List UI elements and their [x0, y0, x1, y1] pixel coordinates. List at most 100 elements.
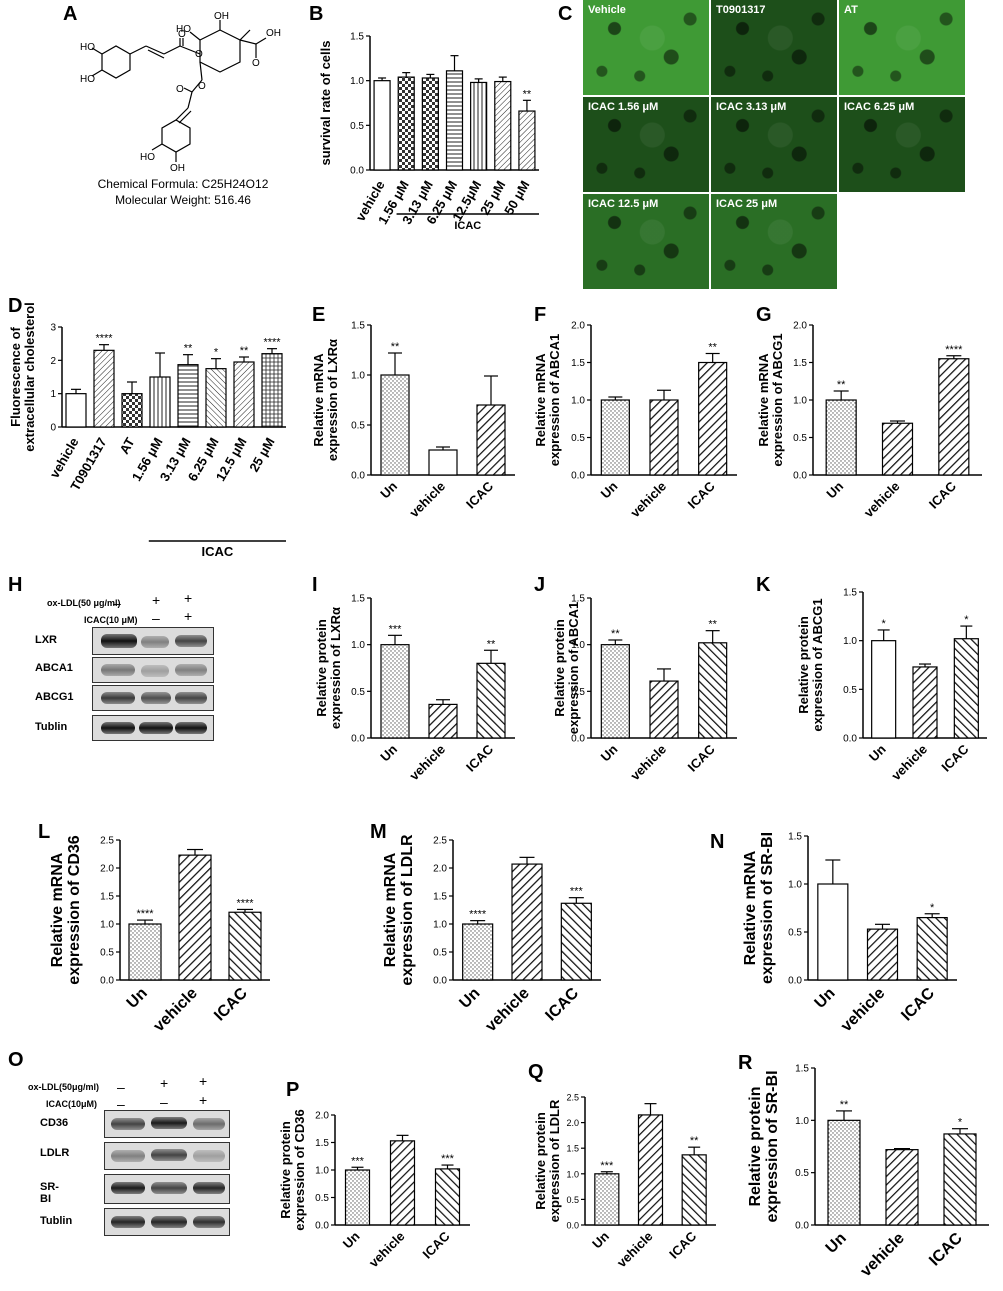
chart-m-bar [560, 902, 592, 981]
atom-oh-3: OH [170, 163, 185, 172]
atom-o-5: O [176, 84, 184, 95]
chart-n-bar [916, 916, 948, 981]
chart-r-x-label: ICAC [926, 1229, 966, 1269]
chart-e-y-tick-label: 0.5 [351, 421, 365, 432]
chart-k-y-tick-label: 0.0 [843, 734, 857, 745]
chart-d-bar [93, 349, 115, 428]
microscopy-tile: T0901317 [711, 0, 837, 95]
chart-r-x-label: vehicle [857, 1230, 907, 1280]
chart-m-x-label: vehicle [482, 985, 532, 1035]
blot-o-treatment-2: ICAC(10μM) [46, 1099, 98, 1109]
chart-p-x-label: vehicle [366, 1229, 408, 1271]
chart-g-x-label: ICAC [926, 478, 960, 512]
chart-i-y-tick-label: 1.0 [351, 640, 365, 651]
chart-p-x-label: ICAC [420, 1228, 454, 1262]
chart-b-bar [494, 80, 512, 171]
chart-l-y-tick-label: 0.0 [100, 976, 114, 987]
chart-l-y-tick-label: 1.5 [100, 892, 114, 903]
chart-e-y-tick-label: 1.5 [351, 321, 365, 332]
chart-d-significance: ** [184, 343, 193, 355]
atom-o-2: O [178, 29, 186, 40]
chart-b-y-tick-label: 0.5 [350, 121, 364, 132]
chart-e-significance: ** [391, 341, 400, 353]
chart-f-y-tick-label: 0.0 [571, 471, 585, 482]
chart-g-bar [938, 358, 970, 476]
microscopy-tile: AT [839, 0, 965, 95]
chart-r-y-label: Relative protein [747, 1086, 764, 1206]
chart-i-bar [380, 644, 410, 739]
chart-k-y-tick-label: 0.5 [843, 685, 857, 696]
chart-b-bar [470, 81, 488, 171]
chart-d-bar [205, 368, 227, 428]
chart-n-y-tick-label: 1.0 [788, 880, 802, 891]
chart-b-bar [373, 80, 391, 171]
panel-letter-d: D [8, 295, 23, 317]
chart-q-significance: *** [600, 1160, 614, 1172]
blot-h-lxr-strip [92, 627, 214, 655]
chart-b-bar [421, 77, 439, 171]
chart-e-bar [476, 404, 506, 476]
microscopy-tile-label: T0901317 [716, 4, 766, 16]
chart-n-y-tick-label: 0.5 [788, 928, 802, 939]
blot-h-abcg1-strip [92, 685, 214, 711]
chart-b-significance: ** [523, 88, 532, 100]
chart-l-y-tick-label: 2.5 [100, 836, 114, 847]
chart-l-y-label: expression of CD36 [66, 835, 83, 984]
blot-h-treatment-1: ox-LDL(50 μg/ml) [47, 598, 121, 608]
chart-l-significance: **** [236, 897, 254, 909]
blot-h-tublin-strip [92, 715, 214, 741]
chart-f-y-label: expression of ABCA1 [547, 334, 562, 466]
chart-d-y-tick-label: 1 [50, 389, 56, 400]
chart-d-bar [121, 393, 143, 428]
chart-e-y-label: expression of LXRα [325, 339, 340, 461]
chart-g-y-tick-label: 2.0 [793, 321, 807, 332]
panel-letter-l: L [38, 821, 51, 843]
microscopy-tile-label: ICAC 1.56 μM [588, 101, 659, 113]
chart-l-bar [178, 854, 212, 981]
atom-o-3: O [252, 58, 260, 69]
blot-h-abca1-strip [92, 657, 214, 683]
chart-l-x-label: Un [124, 985, 151, 1012]
panel-letter-a: A [63, 3, 78, 25]
chart-f-bar [600, 399, 630, 476]
panel-letter-g: G [756, 304, 772, 326]
chart-j-bar [600, 644, 630, 739]
chart-b-bar [397, 76, 415, 171]
chart-d-group-label: ICAC [202, 544, 234, 559]
microscopy-tile-label: AT [844, 4, 858, 16]
chart-j-significance: ** [708, 619, 717, 631]
chart-q-significance: ** [690, 1135, 699, 1147]
chart-p-y-tick-label: 2.0 [315, 1111, 329, 1122]
blot-o-sign-1-2: + [160, 1075, 169, 1091]
chart-d-y-tick-label: 2 [50, 356, 56, 367]
chart-d-y-tick-label: 0 [50, 423, 56, 434]
chart-g-y-label: Relative mRNA [756, 353, 771, 447]
chart-j-y-tick-label: 1.5 [571, 594, 585, 605]
chart-d-significance: * [214, 347, 219, 359]
chart-i-bar [428, 703, 458, 739]
atom-ho-3: HO [176, 24, 191, 35]
chart-p-y-tick-label: 0.5 [315, 1193, 329, 1204]
blot-o-ldlr-strip [104, 1142, 230, 1170]
microscopy-tile-label: Vehicle [588, 4, 626, 16]
chart-d-y-label: Fluorescence of [8, 326, 23, 426]
chart-b-y-tick-label: 1.5 [350, 32, 364, 43]
chart-i-significance: ** [487, 638, 496, 650]
chart-f-bar [698, 361, 728, 476]
blot-o-label-ldlr: LDLR [40, 1147, 70, 1159]
panel-letter-f: F [534, 304, 547, 326]
blot-o-sign-1-3: + [199, 1073, 208, 1089]
chart-q-x-label: ICAC [666, 1228, 700, 1262]
chart-j-y-label: expression of ABCA1 [566, 602, 581, 734]
chart-q-bar [594, 1173, 620, 1226]
panel-letter-k: K [756, 574, 771, 596]
microscopy-tile: Vehicle [583, 0, 709, 95]
chart-p-y-tick-label: 0.0 [315, 1221, 329, 1232]
panel-letter-h: H [8, 574, 23, 596]
chart-m-y-tick-label: 2.5 [433, 836, 447, 847]
blot-o-srbi-strip [104, 1174, 230, 1204]
blot-h-label-abcg1: ABCG1 [35, 691, 74, 703]
blot-o-label-tublin: Tublin [40, 1215, 73, 1227]
chart-p-significance: *** [351, 1155, 365, 1167]
chart-k-bar [953, 638, 979, 739]
